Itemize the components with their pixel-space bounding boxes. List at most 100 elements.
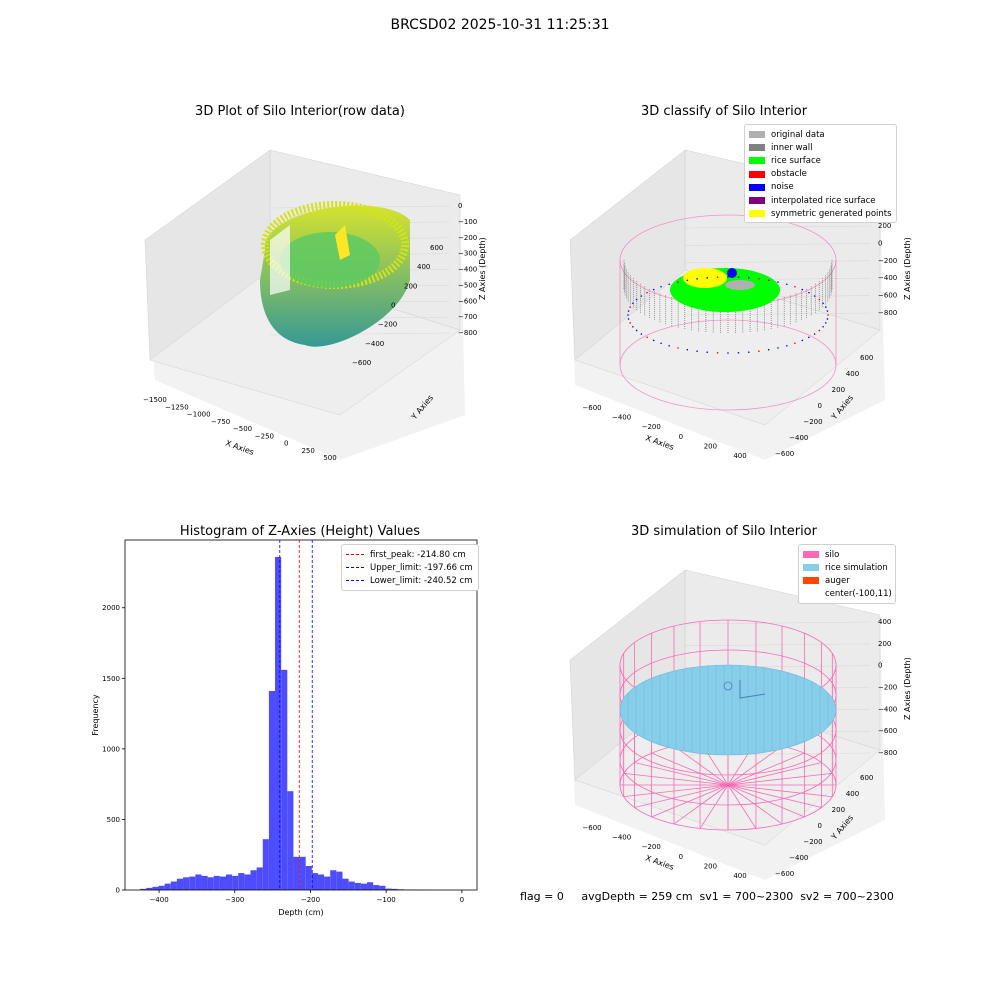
sim-x-tick: −400 (612, 834, 631, 842)
sim-silo-spoke (727, 784, 833, 798)
sim-silo-spoke (727, 772, 833, 786)
cls-noise-point (777, 347, 779, 349)
raw-rim (261, 201, 409, 289)
hist-legend-label: first_peak: -214.80 cm (370, 549, 466, 560)
cls-noise-point (627, 318, 630, 320)
cls-z-tick: −200 (878, 257, 897, 265)
sim-silo-spoke (727, 784, 822, 808)
sim-legend-label: auger (825, 575, 850, 586)
cls-grid-line (684, 243, 871, 246)
cls-noise-point (668, 283, 671, 286)
raw-bright-spot (335, 225, 350, 260)
hist-bar (305, 866, 312, 890)
hist-bar (158, 885, 165, 890)
hist-bar (213, 875, 220, 890)
raw-y-tick: 0 (391, 302, 395, 310)
cls-noise-point (686, 348, 689, 351)
hist-bar (170, 881, 177, 890)
cls-noise-point (825, 306, 827, 308)
hist-bar (275, 556, 282, 890)
cls-x-tick: 200 (704, 442, 717, 450)
cls-noise-point (818, 298, 821, 301)
hist-legend-label: Lower_limit: -240.52 cm (370, 575, 473, 586)
hist-bar (360, 883, 368, 890)
cls-legend-item: interpolated rice surface (749, 194, 892, 207)
hist-legend-label: Upper_limit: -197.66 cm (370, 562, 473, 573)
cls-original-patch (725, 280, 755, 290)
raw-y-ticks: −600 −400 −200 0 200 400 600 (352, 244, 443, 367)
hist-bar (293, 856, 300, 890)
cls-noise-point (686, 279, 689, 282)
raw-y-tick: −600 (352, 359, 371, 367)
cls-noise-point (818, 329, 821, 332)
classify-legend: original data inner wall rice surface obsta… (744, 124, 897, 224)
raw-y-tick: 400 (417, 263, 430, 271)
hist-bar (152, 886, 159, 890)
cls-noise-point (747, 351, 750, 353)
cls-noise-point (767, 279, 770, 282)
hist-bar (311, 873, 318, 890)
hist-panel-title: Histogram of Z-Axies (Height) Values (179, 524, 421, 539)
cls-noise-point (627, 310, 630, 312)
cls-noise-point (627, 314, 629, 316)
cls-noise-point (629, 322, 631, 324)
cls-z-tick: −800 (878, 309, 897, 317)
raw-panel-title: 3D Plot of Silo Interior(row data) (195, 104, 405, 119)
sim-x-ticks: −600 −400 −200 0 200 400 (582, 824, 746, 880)
sim-y-tick: −400 (789, 854, 808, 862)
sim-z-tick: −200 (878, 684, 897, 692)
hist-bar (391, 888, 398, 890)
hist-bar (207, 877, 214, 890)
hist-legend-line (346, 580, 364, 582)
hist-y-tick: 1500 (102, 675, 120, 683)
raw-z-tick: −300 (458, 250, 477, 258)
hist-bar (176, 878, 184, 890)
sim-rice-surface (619, 664, 837, 756)
cls-noise-point (794, 342, 796, 345)
hist-bar (373, 885, 380, 890)
sim-legend-item: auger (803, 574, 891, 587)
cls-grid-line (684, 260, 871, 264)
cls-y-tick: −400 (789, 434, 808, 442)
hist-y-tick: 2000 (102, 604, 120, 612)
sim-grid-line (684, 643, 871, 647)
hist-bar (299, 856, 306, 890)
hist-bars (140, 556, 429, 890)
cls-noise-point (696, 278, 698, 280)
sim-silo-spoke (651, 784, 729, 818)
cls-legend-label: rice surface (771, 155, 821, 166)
hist-y-label: Frequency (91, 694, 100, 736)
sim-x-tick: 400 (733, 872, 746, 880)
hist-vlines (279, 540, 313, 890)
cls-x-ticks: −600 −400 −200 0 200 400 (582, 404, 746, 460)
hist-bar (183, 877, 190, 890)
hist-bar (324, 876, 331, 890)
sim-z-tick: −600 (878, 727, 897, 735)
cls-legend-swatch (749, 157, 765, 165)
cls-legend-label: inner wall (771, 142, 813, 153)
hist-bar (268, 691, 276, 890)
hist-bar (385, 888, 392, 890)
cls-legend-item: inner wall (749, 141, 892, 154)
cls-noise-point (825, 322, 827, 324)
hist-bar (379, 885, 386, 890)
cls-noise-point (826, 310, 829, 312)
cls-z-tick: 0 (878, 239, 882, 247)
sim-silo-spoke (673, 745, 729, 786)
cls-legend-swatch (749, 210, 765, 218)
cls-noise-point (632, 302, 634, 305)
cls-noise-point (727, 276, 729, 278)
histogram-chart: −400 −300 −200 −100 0 0 500 1000 1500 2000 Depth… (91, 539, 478, 917)
hist-x-ticks: −400 −300 −200 −100 0 (149, 890, 464, 904)
cls-noise-point (767, 348, 770, 351)
sim-y-tick: 400 (846, 790, 859, 798)
hist-bar (317, 874, 325, 890)
sim-legend-label: silo (825, 549, 840, 560)
cls-y-tick: 200 (832, 386, 845, 394)
sim-z-label: Z Axies (Depth) (903, 657, 912, 720)
sim-legend-label: rice simulation (825, 562, 888, 573)
hist-y-tick: 500 (107, 816, 120, 824)
